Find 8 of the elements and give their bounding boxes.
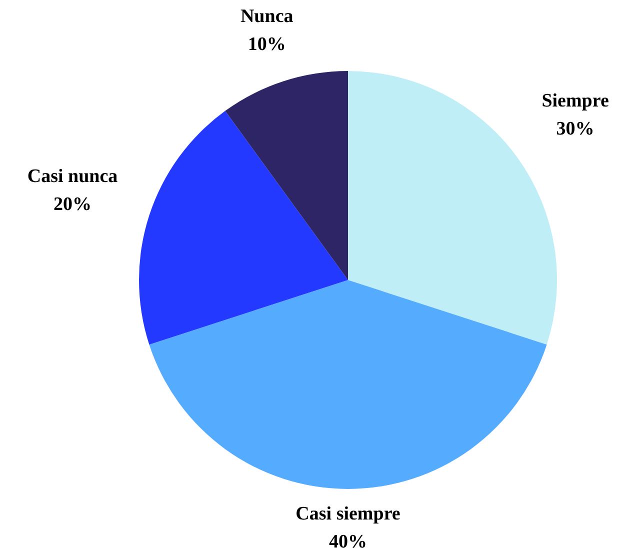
data-label: 30% [556,118,594,140]
data-label: 20% [54,194,92,215]
slice-label: Nunca [240,6,294,27]
data-label: 40% [329,532,367,552]
data-label: 10% [248,34,286,55]
slice-label: Siempre [542,90,609,112]
slice-label: Casi siempre [296,504,400,524]
slice-label: Casi nunca [27,166,118,187]
